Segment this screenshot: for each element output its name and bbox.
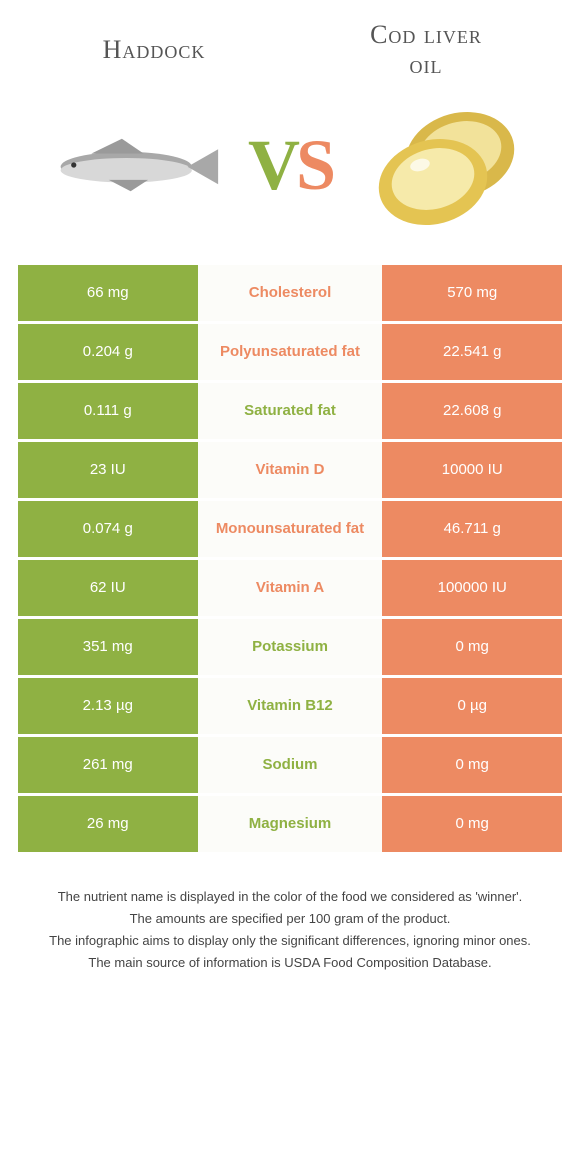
nutrient-name: Cholesterol [198, 265, 383, 321]
right-value: 0 mg [382, 796, 562, 852]
comparison-infographic: Haddock Cod liver oil V S [0, 0, 580, 995]
nutrient-row: 66 mgCholesterol570 mg [18, 265, 562, 321]
left-value: 261 mg [18, 737, 198, 793]
nutrient-name: Vitamin D [198, 442, 383, 498]
left-value: 26 mg [18, 796, 198, 852]
nutrient-row: 26 mgMagnesium0 mg [18, 796, 562, 852]
left-value: 351 mg [18, 619, 198, 675]
right-image-slot [332, 100, 557, 230]
header-row: Haddock Cod liver oil [18, 20, 562, 80]
right-item-title: Cod liver oil [290, 20, 562, 80]
right-value: 0 µg [382, 678, 562, 734]
left-image-slot [23, 130, 248, 200]
nutrient-row: 0.111 gSaturated fat22.608 g [18, 383, 562, 439]
left-item-title: Haddock [18, 35, 290, 65]
nutrient-row: 2.13 µgVitamin B120 µg [18, 678, 562, 734]
vs-v: V [248, 129, 296, 201]
cod-liver-oil-capsule-icon [365, 100, 525, 230]
right-value: 22.608 g [382, 383, 562, 439]
nutrient-row: 0.074 gMonounsaturated fat46.711 g [18, 501, 562, 557]
nutrient-name: Saturated fat [198, 383, 383, 439]
right-value: 0 mg [382, 619, 562, 675]
left-value: 66 mg [18, 265, 198, 321]
right-value: 570 mg [382, 265, 562, 321]
left-value: 0.204 g [18, 324, 198, 380]
nutrient-name: Magnesium [198, 796, 383, 852]
nutrient-row: 351 mgPotassium0 mg [18, 619, 562, 675]
left-value: 23 IU [18, 442, 198, 498]
nutrient-name: Potassium [198, 619, 383, 675]
left-value: 2.13 µg [18, 678, 198, 734]
nutrient-name: Vitamin B12 [198, 678, 383, 734]
nutrient-row: 62 IUVitamin A100000 IU [18, 560, 562, 616]
nutrient-name: Vitamin A [198, 560, 383, 616]
right-title-line2: oil [290, 50, 562, 80]
footnotes: The nutrient name is displayed in the co… [18, 887, 562, 974]
nutrient-row: 0.204 gPolyunsaturated fat22.541 g [18, 324, 562, 380]
vs-label: V S [248, 129, 332, 201]
right-value: 0 mg [382, 737, 562, 793]
images-row: V S [18, 100, 562, 230]
haddock-fish-icon [45, 130, 225, 200]
nutrient-name: Monounsaturated fat [198, 501, 383, 557]
right-value: 22.541 g [382, 324, 562, 380]
vs-s: S [296, 129, 332, 201]
left-value: 62 IU [18, 560, 198, 616]
nutrient-row: 23 IUVitamin D10000 IU [18, 442, 562, 498]
left-value: 0.074 g [18, 501, 198, 557]
footnote-line: The main source of information is USDA F… [28, 953, 552, 973]
footnote-line: The amounts are specified per 100 gram o… [28, 909, 552, 929]
footnote-line: The nutrient name is displayed in the co… [28, 887, 552, 907]
nutrient-name: Sodium [198, 737, 383, 793]
right-title-line1: Cod liver [290, 20, 562, 50]
nutrient-row: 261 mgSodium0 mg [18, 737, 562, 793]
nutrient-table: 66 mgCholesterol570 mg0.204 gPolyunsatur… [18, 265, 562, 852]
footnote-line: The infographic aims to display only the… [28, 931, 552, 951]
right-value: 100000 IU [382, 560, 562, 616]
right-value: 10000 IU [382, 442, 562, 498]
right-value: 46.711 g [382, 501, 562, 557]
nutrient-name: Polyunsaturated fat [198, 324, 383, 380]
left-value: 0.111 g [18, 383, 198, 439]
